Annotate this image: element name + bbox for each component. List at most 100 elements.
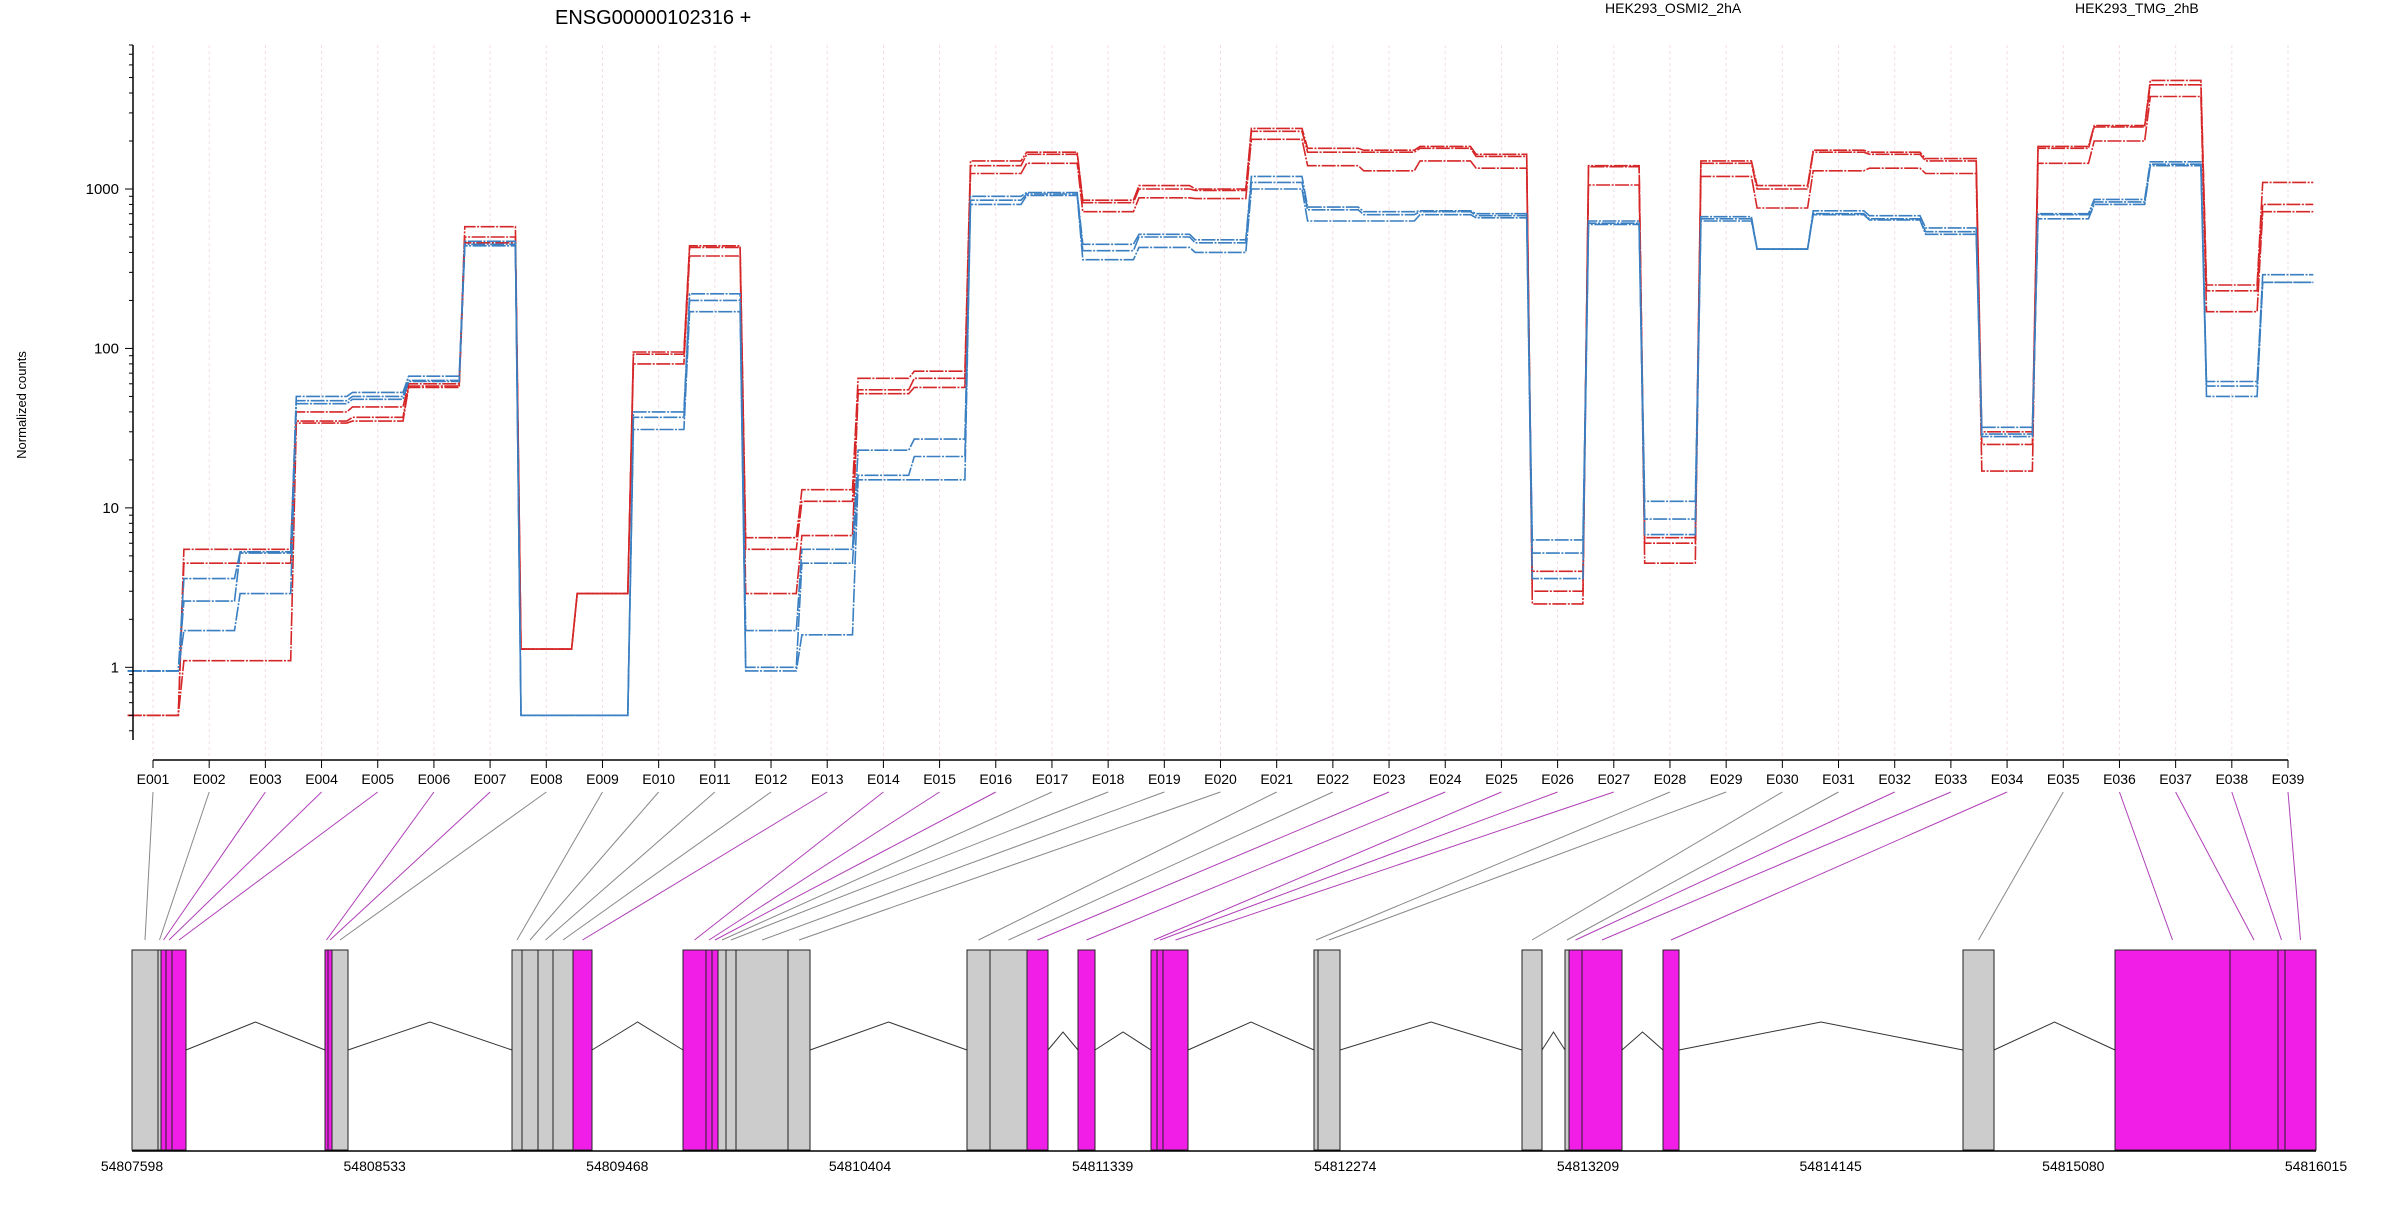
exon-box-E019	[735, 949, 789, 1151]
exon-box-E034	[1662, 949, 1680, 1151]
y-tick-label: 100	[94, 340, 119, 357]
exon-box-E033	[1581, 949, 1623, 1151]
intron-line-10	[1621, 1031, 1664, 1051]
exon-box-E038	[2277, 949, 2286, 1151]
intron-line-2	[347, 1021, 513, 1051]
legend-entry-tmg: HEK293_TMG_2hB	[2075, 0, 2199, 16]
x-tick-label-E019: E019	[1148, 771, 1181, 787]
x-tick-label-E011: E011	[699, 771, 731, 787]
x-tick-label-E036: E036	[2103, 771, 2136, 787]
exon-box-E036	[2114, 949, 2231, 1151]
x-tick-label-E031: E031	[1822, 771, 1855, 787]
chart-title: ENSG00000102316 +	[555, 7, 751, 29]
intron-line-8	[1339, 1021, 1523, 1051]
exon-box-E003	[160, 949, 167, 1151]
x-tick-label-E033: E033	[1935, 771, 1968, 787]
coordinate-tick-label: 54810404	[829, 1158, 892, 1174]
connector-E005	[178, 791, 379, 941]
connector-E011	[545, 791, 716, 941]
connector-E030	[1531, 791, 1783, 941]
coordinate-axis: 54807598 54808533 54809468 54810404 54811339…	[101, 1150, 2348, 1174]
gene-model	[131, 949, 2317, 1151]
exon-connectors	[144, 791, 2301, 941]
x-tick-label-E020: E020	[1204, 771, 1237, 787]
connector-E013	[582, 791, 828, 941]
x-tick-label-E003: E003	[249, 771, 282, 787]
y-axis: 1 10 100 1000	[86, 44, 134, 740]
coordinate-tick-label: 54808533	[344, 1158, 407, 1174]
connector-E003	[163, 791, 266, 941]
intron-line-5	[1047, 1031, 1079, 1051]
x-tick-label-E009: E009	[586, 771, 619, 787]
exon-box-E021	[966, 949, 991, 1151]
gridlines	[152, 45, 2289, 758]
connector-E025	[1153, 791, 1502, 941]
x-tick-label-E025: E025	[1485, 771, 1518, 787]
x-tick-label-E030: E030	[1766, 771, 1799, 787]
exon-box-E035	[1962, 949, 1995, 1151]
connector-E016	[714, 791, 996, 941]
x-tick-label-E015: E015	[923, 771, 956, 787]
x-tick-label-E005: E005	[361, 771, 394, 787]
series-line-4	[127, 161, 2314, 717]
exon-box-E010	[521, 949, 539, 1151]
intron-line-6	[1094, 1031, 1152, 1051]
y-tick-label: 1000	[86, 181, 119, 198]
connector-E035	[1978, 791, 2064, 941]
y-tick-label: 10	[102, 500, 119, 517]
x-tick-label-E029: E029	[1710, 771, 1743, 787]
intron-line-11	[1678, 1021, 1964, 1051]
x-tick-label-E035: E035	[2047, 771, 2080, 787]
x-tick-label-E001: E001	[137, 771, 170, 787]
intron-line-1	[185, 1021, 326, 1051]
intron-line-7	[1187, 1021, 1315, 1051]
exon-box-E001	[131, 949, 159, 1151]
exon-box-E030	[1521, 949, 1543, 1151]
connector-E001	[144, 791, 154, 941]
exon-box-E032	[1568, 949, 1583, 1151]
connector-E018	[730, 791, 1109, 941]
connector-E031	[1566, 791, 1839, 941]
exon-box-E013	[572, 949, 593, 1151]
exon-box-E039	[2284, 949, 2317, 1151]
connector-E038	[2231, 791, 2282, 941]
x-tick-label-E014: E014	[867, 771, 900, 787]
x-tick-label-E037: E037	[2159, 771, 2192, 787]
x-tick-label-E012: E012	[755, 771, 788, 787]
series-line-2	[127, 84, 2314, 717]
series-line-6	[127, 164, 2314, 717]
series-line-1	[127, 79, 2314, 717]
exon-box-E023	[1026, 949, 1049, 1151]
connector-E014	[694, 791, 884, 941]
coordinate-tick-label: 54815080	[2042, 1158, 2105, 1174]
exon-box-E024	[1077, 949, 1096, 1151]
connector-E007	[329, 791, 491, 941]
x-tick-label-E032: E032	[1878, 771, 1911, 787]
exon-box-E025	[1150, 949, 1158, 1151]
connector-E026	[1159, 791, 1558, 941]
x-tick-label-E017: E017	[1036, 771, 1069, 787]
legend-entry-osmi2: HEK293_OSMI2_2hA	[1605, 0, 1742, 16]
x-tick-label-E023: E023	[1373, 771, 1406, 787]
exon-box-E028	[1313, 949, 1319, 1151]
x-tick-label-E038: E038	[2215, 771, 2248, 787]
x-tick-label-E018: E018	[1092, 771, 1125, 787]
exon-box-E016	[711, 949, 719, 1151]
exon-box-E031	[1564, 949, 1570, 1151]
x-tick-label-E016: E016	[979, 771, 1012, 787]
exon-box-E011	[537, 949, 554, 1151]
connector-E032	[1575, 791, 1895, 941]
coordinate-tick-label: 54812274	[1314, 1158, 1377, 1174]
x-tick-label-E004: E004	[305, 771, 338, 787]
connector-E017	[721, 791, 1053, 941]
exon-box-E037	[2229, 949, 2279, 1151]
coordinate-tick-label: 54816015	[2285, 1158, 2348, 1174]
connector-E002	[159, 791, 210, 941]
x-tick-label-E010: E010	[642, 771, 675, 787]
x-tick-label-E022: E022	[1317, 771, 1350, 787]
connector-E037	[2175, 791, 2255, 941]
exon-box-E020	[787, 949, 811, 1151]
x-tick-label-E024: E024	[1429, 771, 1462, 787]
